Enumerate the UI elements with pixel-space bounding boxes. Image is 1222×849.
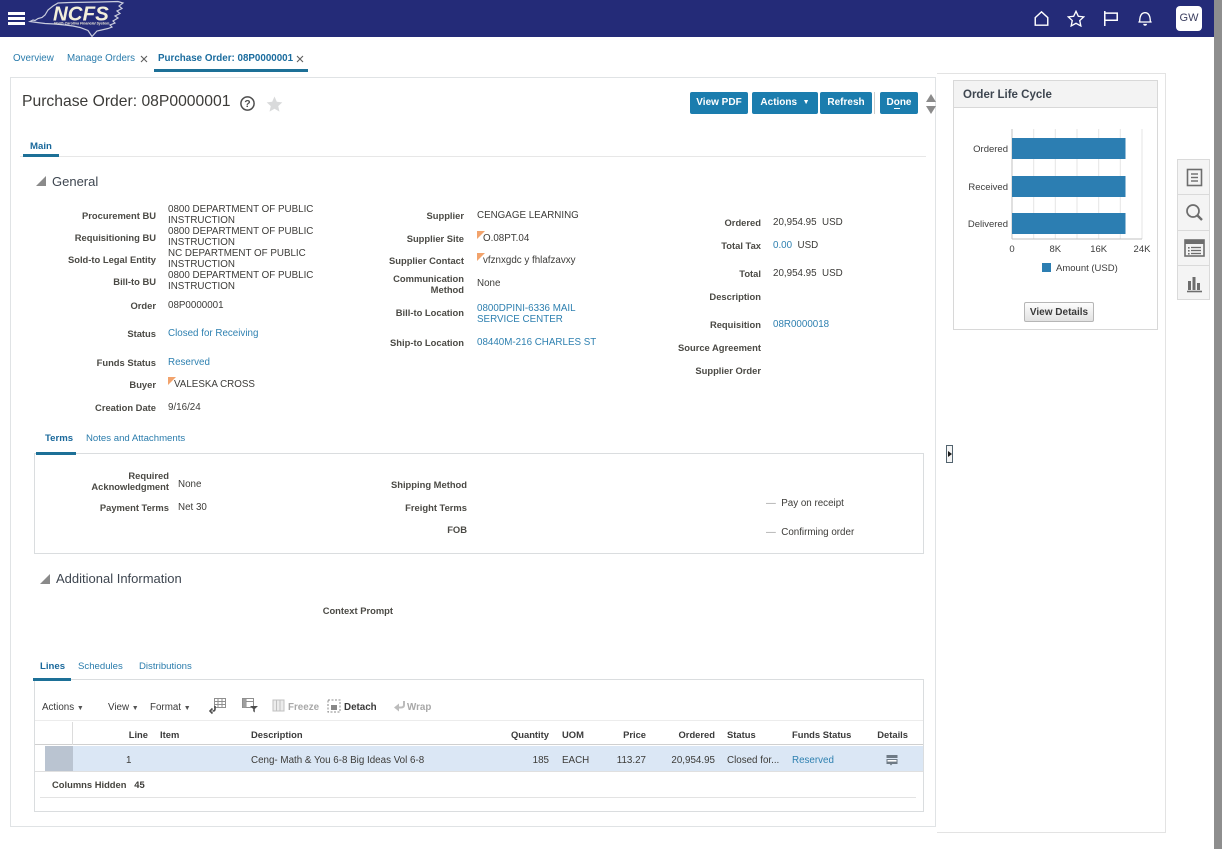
svg-text:16K: 16K (1090, 244, 1108, 255)
svg-text:24K: 24K (1134, 244, 1152, 255)
svg-text:0: 0 (1009, 244, 1014, 255)
svg-text:Ordered: Ordered (973, 144, 1008, 155)
svg-text:North Carolina Financial Syste: North Carolina Financial System (54, 22, 110, 26)
svg-text:Received: Received (968, 182, 1008, 193)
svg-text:8K: 8K (1049, 244, 1061, 255)
svg-text:?: ? (244, 98, 250, 110)
svg-text:NCFS: NCFS (53, 3, 109, 26)
svg-text:Amount (USD): Amount (USD) (1056, 263, 1118, 274)
svg-text:Delivered: Delivered (968, 219, 1008, 230)
